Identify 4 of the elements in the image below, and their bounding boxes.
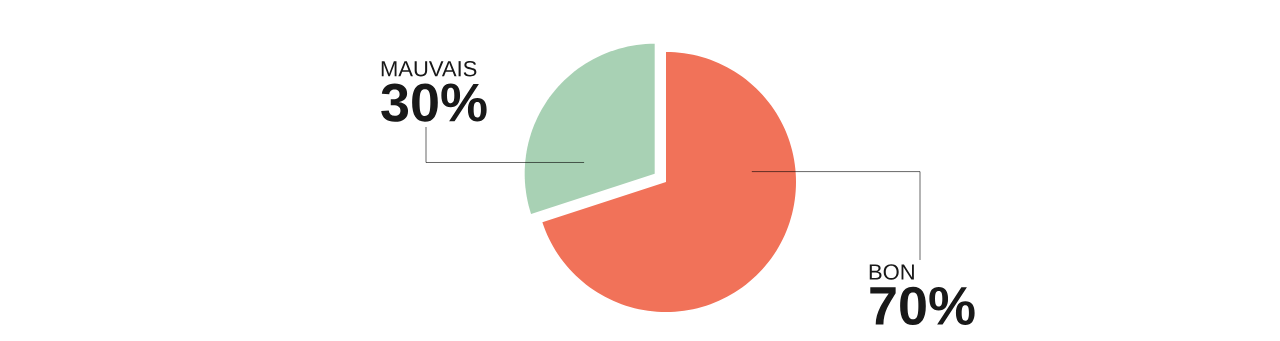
slice-label: MAUVAIS: [381, 60, 477, 77]
data-label: 70%: [870, 286, 975, 326]
slice-label: BON: [869, 264, 914, 280]
data-label: 30%: [381, 83, 487, 122]
